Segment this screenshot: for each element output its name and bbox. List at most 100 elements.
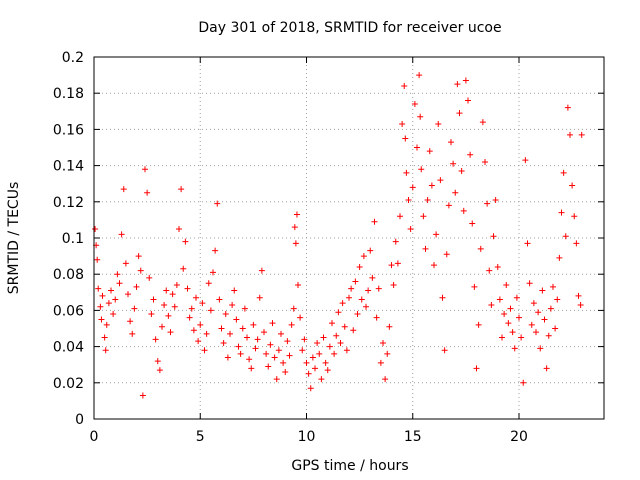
data-point [137, 267, 144, 274]
data-point [116, 280, 123, 287]
data-point [156, 367, 163, 374]
data-point [92, 225, 99, 232]
data-point [417, 113, 424, 120]
data-points [92, 72, 585, 399]
data-point [556, 254, 563, 261]
data-point [326, 343, 333, 350]
data-point [280, 359, 287, 366]
y-tick-label: 0.14 [53, 159, 84, 175]
data-point [416, 72, 423, 79]
data-point [297, 314, 304, 321]
data-point [473, 365, 480, 372]
data-point [479, 119, 486, 126]
data-point [569, 182, 576, 189]
data-point [142, 166, 148, 173]
data-point [102, 347, 109, 354]
data-point [518, 334, 525, 341]
data-point [193, 294, 199, 301]
data-point [205, 280, 212, 287]
data-point [414, 144, 420, 151]
data-point [133, 283, 140, 290]
data-point [222, 311, 229, 318]
data-point [535, 309, 542, 316]
data-point [229, 301, 236, 308]
data-point [337, 339, 344, 346]
data-point [248, 365, 255, 372]
data-point [190, 327, 197, 334]
data-point [333, 332, 340, 339]
data-point [356, 263, 363, 270]
data-point [129, 330, 136, 337]
data-point [103, 321, 110, 328]
data-point [520, 379, 527, 386]
data-point [409, 184, 416, 191]
data-point [346, 294, 352, 301]
data-point [484, 200, 491, 207]
y-tick-label: 0.12 [53, 195, 84, 211]
data-point [256, 294, 263, 301]
data-point [554, 296, 561, 303]
data-point [312, 365, 318, 372]
data-point [573, 240, 580, 247]
data-point [329, 320, 335, 327]
data-point [443, 251, 450, 258]
data-point [237, 350, 244, 357]
data-point [265, 363, 272, 370]
data-point [499, 334, 505, 341]
data-point [293, 211, 300, 218]
data-point [250, 321, 257, 328]
data-point [386, 323, 393, 330]
y-tick-label: 0 [75, 412, 84, 428]
data-point [411, 101, 418, 108]
data-point [214, 200, 221, 207]
data-point [382, 376, 389, 383]
y-tick-label: 0.18 [53, 86, 84, 102]
data-point [284, 338, 291, 345]
y-axis-label: SRMTID / TECUs [6, 182, 22, 295]
data-point [360, 253, 367, 260]
x-tick-label: 15 [404, 429, 422, 445]
data-point [148, 311, 155, 318]
data-point [139, 392, 146, 399]
data-point [97, 303, 104, 310]
data-point [318, 376, 325, 383]
data-point [492, 196, 499, 203]
y-tick-label: 0.16 [53, 122, 84, 138]
data-point [371, 218, 378, 225]
data-point [278, 330, 284, 337]
data-point [543, 365, 550, 372]
data-point [324, 367, 331, 374]
data-point [462, 77, 469, 84]
data-point [545, 332, 552, 339]
data-point [401, 82, 408, 89]
data-point [114, 271, 121, 278]
data-point [105, 300, 112, 307]
data-point [513, 294, 520, 301]
y-tick-label: 0.06 [53, 303, 84, 319]
data-point [445, 202, 452, 209]
data-point [424, 196, 431, 203]
data-point [303, 359, 310, 366]
data-point [295, 282, 301, 289]
data-point [471, 283, 478, 290]
data-point [207, 307, 214, 314]
chart-title: Day 301 of 2018, SRMTID for receiver uco… [198, 20, 501, 36]
data-point [161, 301, 168, 308]
data-point [456, 110, 463, 117]
data-point [388, 262, 395, 269]
data-point [358, 296, 365, 303]
data-point [405, 196, 412, 203]
data-point [180, 265, 187, 272]
data-point [195, 338, 202, 345]
data-point [331, 350, 338, 357]
data-point [108, 287, 114, 294]
data-point [552, 325, 559, 332]
data-point [448, 139, 454, 146]
y-tick-label: 0.02 [53, 376, 84, 392]
data-point [159, 323, 165, 330]
data-point [486, 267, 493, 274]
data-point [373, 314, 380, 321]
data-point [112, 296, 119, 303]
data-point [482, 158, 488, 165]
data-point [465, 97, 471, 104]
